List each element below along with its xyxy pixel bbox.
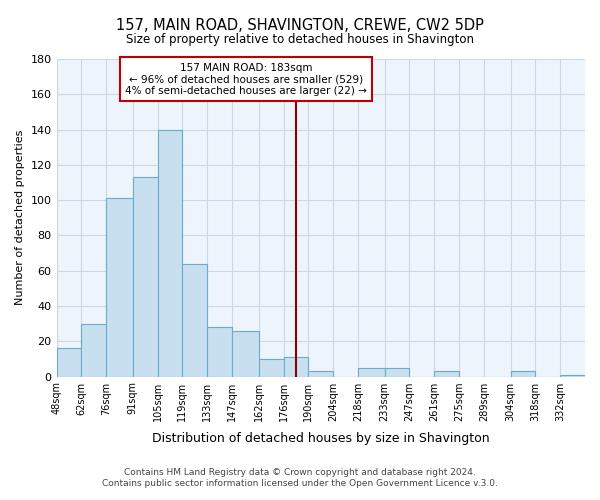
Bar: [358, 368, 385, 376]
Bar: [284, 357, 308, 376]
Bar: [434, 371, 459, 376]
Bar: [207, 327, 232, 376]
Bar: [158, 130, 182, 376]
Text: 157 MAIN ROAD: 183sqm
← 96% of detached houses are smaller (529)
4% of semi-deta: 157 MAIN ROAD: 183sqm ← 96% of detached …: [125, 62, 367, 96]
Bar: [56, 348, 82, 376]
Bar: [232, 330, 259, 376]
Bar: [511, 371, 535, 376]
Bar: [259, 359, 284, 376]
Bar: [182, 264, 207, 376]
Text: 157, MAIN ROAD, SHAVINGTON, CREWE, CW2 5DP: 157, MAIN ROAD, SHAVINGTON, CREWE, CW2 5…: [116, 18, 484, 32]
Text: Contains HM Land Registry data © Crown copyright and database right 2024.
Contai: Contains HM Land Registry data © Crown c…: [102, 468, 498, 487]
Bar: [133, 177, 158, 376]
Bar: [560, 375, 585, 376]
X-axis label: Distribution of detached houses by size in Shavington: Distribution of detached houses by size …: [152, 432, 490, 445]
Bar: [385, 368, 409, 376]
Bar: [106, 198, 133, 376]
Bar: [308, 371, 333, 376]
Bar: [82, 324, 106, 376]
Y-axis label: Number of detached properties: Number of detached properties: [15, 130, 25, 306]
Text: Size of property relative to detached houses in Shavington: Size of property relative to detached ho…: [126, 32, 474, 46]
